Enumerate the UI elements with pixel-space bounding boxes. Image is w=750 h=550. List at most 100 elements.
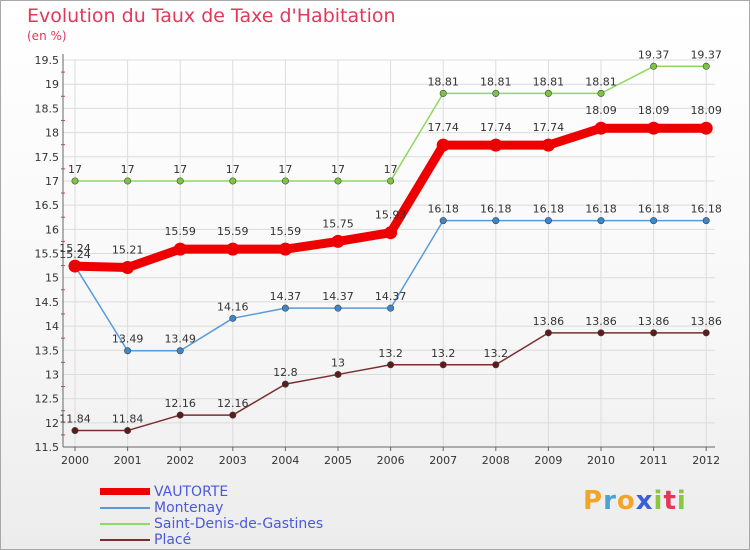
y-tick-label: 19.5 xyxy=(35,54,60,67)
data-point xyxy=(229,314,237,322)
data-label: 18.81 xyxy=(533,75,565,88)
data-label: 17 xyxy=(331,163,345,176)
y-tick-label: 13.5 xyxy=(35,344,60,357)
y-tick-label: 12 xyxy=(45,417,59,430)
data-point xyxy=(492,89,500,97)
data-label: 11.84 xyxy=(59,413,91,426)
logo-letter: i xyxy=(653,486,664,516)
y-tick-label: 16.5 xyxy=(35,199,60,212)
data-label: 16.18 xyxy=(585,203,617,216)
data-point xyxy=(650,217,658,225)
data-label: 17 xyxy=(121,163,135,176)
data-point xyxy=(176,411,184,419)
markers xyxy=(68,62,713,435)
y-tick-label: 13 xyxy=(45,368,59,381)
legend-item-saint-denis[interactable]: Saint-Denis-de-Gastines xyxy=(100,516,400,532)
data-label: 15.21 xyxy=(112,244,144,257)
data-point xyxy=(334,304,342,312)
data-label: 17 xyxy=(278,163,292,176)
data-point xyxy=(176,347,184,355)
legend-swatch-place xyxy=(100,539,150,541)
data-label: 17.74 xyxy=(480,121,512,134)
data-label: 19.37 xyxy=(690,48,722,61)
data-label: 16.18 xyxy=(480,203,512,216)
x-tick-label: 2000 xyxy=(61,454,89,467)
logo-letter: o xyxy=(616,486,636,516)
x-tick-label: 2006 xyxy=(377,454,405,467)
data-label: 15.59 xyxy=(164,225,196,238)
data-labels: 11.84 11.84 12.16 12.16 12.8 13 13.2 13.2 13.2 13… xyxy=(59,48,722,425)
legend-label-saint-denis: Saint-Denis-de-Gastines xyxy=(154,516,324,532)
data-label: 17 xyxy=(384,163,398,176)
data-label: 15.24 xyxy=(59,242,91,255)
data-point xyxy=(439,217,447,225)
data-label: 13.2 xyxy=(484,347,509,360)
data-label: 13.2 xyxy=(431,347,456,360)
x-tick-label: 2001 xyxy=(114,454,142,467)
data-label: 18.09 xyxy=(690,104,722,117)
data-point xyxy=(71,427,79,435)
data-point xyxy=(124,427,132,435)
x-tick-label: 2008 xyxy=(482,454,510,467)
y-tick-label: 18.5 xyxy=(35,102,60,115)
data-point xyxy=(68,259,82,273)
logo-letter: t xyxy=(663,486,677,516)
legend-label-vautorte: VAUTORTE xyxy=(154,484,229,500)
legend-item-place[interactable]: Placé xyxy=(100,532,400,548)
data-point xyxy=(124,347,132,355)
legend-item-vautorte[interactable]: VAUTORTE xyxy=(100,484,400,500)
x-tick-label: 2011 xyxy=(640,454,668,467)
data-label: 13.2 xyxy=(378,347,403,360)
y-tick-label: 15.5 xyxy=(35,248,60,261)
data-label: 16.18 xyxy=(638,203,670,216)
data-point xyxy=(492,361,500,369)
x-tick-label: 2010 xyxy=(587,454,615,467)
data-label: 14.37 xyxy=(322,290,354,303)
data-point xyxy=(334,370,342,378)
data-point xyxy=(229,177,237,185)
data-label: 18.09 xyxy=(638,104,670,117)
data-point xyxy=(331,234,345,248)
data-point xyxy=(173,242,187,256)
data-point xyxy=(281,304,289,312)
data-label: 17 xyxy=(173,163,187,176)
data-label: 13.49 xyxy=(164,333,196,346)
data-label: 17.74 xyxy=(533,121,565,134)
y-tick-label: 17.5 xyxy=(35,151,60,164)
data-point xyxy=(229,411,237,419)
data-label: 18.81 xyxy=(480,75,512,88)
data-point xyxy=(387,361,395,369)
legend-swatch-saint-denis xyxy=(100,523,150,525)
data-point xyxy=(334,177,342,185)
data-point xyxy=(541,138,555,152)
y-tick-label: 18 xyxy=(45,127,59,140)
data-label: 19.37 xyxy=(638,48,670,61)
data-point xyxy=(436,138,450,152)
data-point xyxy=(650,329,658,337)
y-tick-label: 14.5 xyxy=(35,296,60,309)
data-label: 13.86 xyxy=(585,315,617,328)
data-label: 18.81 xyxy=(585,75,617,88)
data-label: 13.49 xyxy=(112,333,144,346)
unit-label: (en %) xyxy=(27,29,67,43)
data-point xyxy=(544,89,552,97)
data-label: 17.74 xyxy=(427,121,459,134)
data-label: 13.86 xyxy=(690,315,722,328)
legend: VAUTORTE Montenay Saint-Denis-de-Gastine… xyxy=(100,484,400,548)
data-label: 18.09 xyxy=(585,104,617,117)
y-tick-label: 15 xyxy=(45,272,59,285)
data-point xyxy=(71,177,79,185)
data-label: 14.37 xyxy=(375,290,407,303)
data-point xyxy=(597,329,605,337)
legend-item-montenay[interactable]: Montenay xyxy=(100,500,400,516)
data-point xyxy=(702,217,710,225)
data-point xyxy=(281,177,289,185)
axes: 11.5 12 12.5 13 13.5 14 14.5 15 15.5 16 16.5 17 17.5… xyxy=(35,54,720,467)
data-label: 12.8 xyxy=(273,366,298,379)
data-point xyxy=(176,177,184,185)
data-point xyxy=(492,217,500,225)
data-label: 16.18 xyxy=(690,203,722,216)
data-point xyxy=(124,177,132,185)
y-tick-label: 14 xyxy=(45,320,59,333)
